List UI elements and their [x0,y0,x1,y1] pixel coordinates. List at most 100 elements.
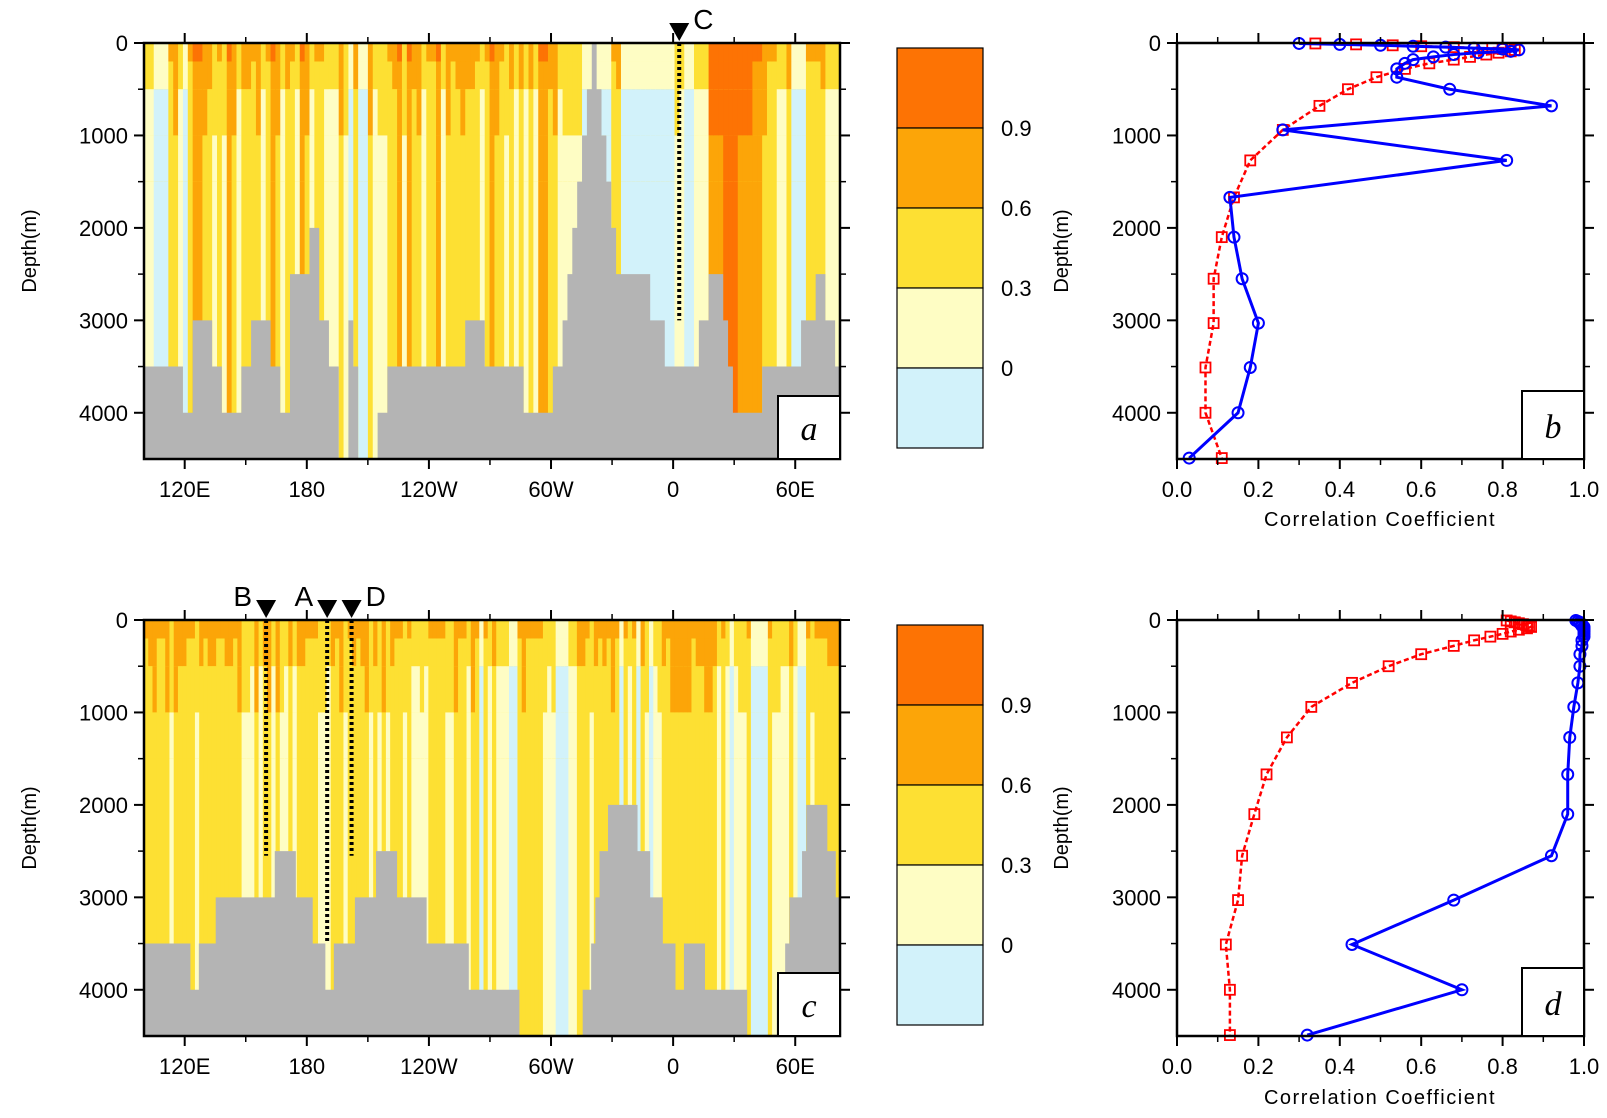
field-cell [397,181,403,460]
field-cell [390,620,395,639]
field-cell [767,666,773,713]
field-cell [644,620,650,639]
field-cell [674,89,680,136]
field-cell [449,620,455,639]
station-C-triangle [669,23,690,41]
field-cell [217,43,223,62]
field-cell [670,638,676,667]
field-cell [324,61,330,90]
field-cell [260,43,267,62]
field-cell [411,181,418,460]
field-cell [806,666,811,713]
field-cell [173,758,179,1036]
field-cell [679,61,685,90]
field-cell [721,666,727,713]
field-cell [168,135,174,182]
field-cell [555,620,561,639]
y-tick-label: 0 [116,31,128,56]
field-cell [415,620,421,639]
field-cell [738,620,743,639]
field-cell [372,61,379,90]
field-cell [666,620,671,639]
field-cell [606,638,612,667]
field-cell [733,712,739,759]
field-cell [220,666,226,713]
field-cell [479,135,486,182]
series-red-point [1224,983,1236,996]
field-cell [793,638,799,667]
series-blue-point [1561,767,1575,781]
field-cell [762,43,768,62]
field-cell [521,666,527,713]
colorbar-bin [896,207,984,289]
field-cell [806,620,811,639]
field-cell [343,712,349,759]
field-cell [572,89,578,136]
series-red-line [1204,42,1516,459]
field-cell [606,89,612,136]
field-cell [313,638,319,667]
field-cell [228,712,234,759]
field-cell [713,89,719,136]
field-cell [271,620,277,639]
field-cell [713,61,719,90]
field-cell [436,61,442,90]
field-cell [296,638,302,667]
field-cell [460,135,466,182]
field-cell [458,638,463,667]
field-cell [360,638,366,667]
field-cell [771,135,778,182]
series-red-point [1219,938,1232,951]
panel-c-frame [142,618,842,1038]
field-cell [791,43,797,62]
field-cell [440,135,447,182]
field-cell [815,43,822,62]
field-cell [440,89,447,136]
field-cell [466,620,472,639]
field-cell [251,61,257,90]
field-cell [460,89,466,136]
panel-c-bathymetry [144,804,840,1036]
x-tick-label: 120E [159,1054,210,1079]
field-cell [226,89,233,136]
field-cell [152,620,158,639]
field-cell [742,43,749,62]
field-cell [377,638,383,667]
field-cell [496,666,502,713]
field-cell [290,61,296,90]
field-cell [411,638,417,667]
field-cell [564,638,569,667]
field-cell [825,61,831,90]
field-cell [534,712,540,759]
series-red-point [1382,660,1395,673]
x-tick-label: 120W [400,477,458,502]
field-cell [148,666,154,713]
field-cell [382,89,388,136]
field-cell [559,712,565,759]
field-cell [436,89,442,136]
field-cell [636,712,642,759]
series-red-point [1512,623,1525,636]
field-cell [441,712,446,759]
colorbar-label: 0 [1001,933,1013,958]
field-cell [525,666,531,713]
field-cell [466,758,472,1036]
series-red-point [1468,634,1481,647]
series-red-point [1504,625,1517,638]
field-cell [781,89,788,136]
field-cell [664,43,671,62]
field-cell [470,135,476,182]
field-cell [494,89,500,136]
field-cell [823,666,828,713]
field-cell [664,89,671,136]
field-cell [684,61,690,90]
field-cell [759,758,765,1036]
field-cell [827,638,833,667]
field-cell [194,758,200,1036]
field-cell [725,638,731,667]
field-cell [712,620,718,639]
field-cell [372,135,379,182]
field-cell [314,89,320,136]
series-blue-point [1223,190,1237,204]
